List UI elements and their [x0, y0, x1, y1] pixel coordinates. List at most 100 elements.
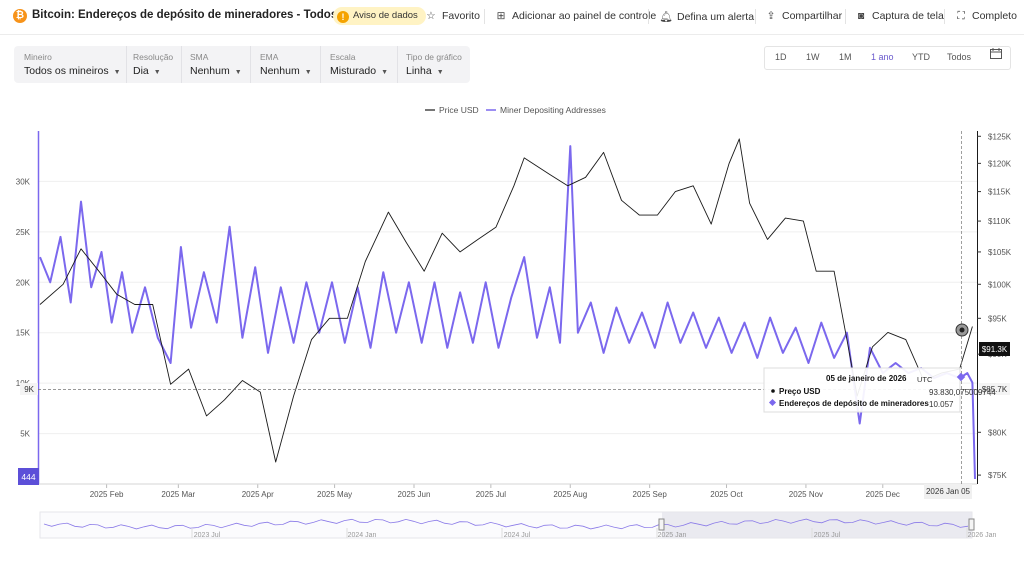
- calendar-icon[interactable]: [990, 48, 1002, 59]
- range-all[interactable]: Todos: [947, 52, 972, 62]
- navigator-label: 2024 Jul: [504, 532, 531, 539]
- range-1m[interactable]: 1M: [839, 52, 852, 62]
- right-current-label: $91.3K: [982, 345, 1008, 354]
- divider: [484, 9, 485, 24]
- navigator[interactable]: 2023 Jul 2024 Jan 2024 Jul 2025 Jan 2025 Jul…: [39, 511, 997, 539]
- right-tick-label: $125K: [988, 132, 1012, 141]
- left-tick-label: 25K: [16, 228, 31, 237]
- right-tick-label: $115K: [988, 188, 1011, 197]
- tooltip-box: [763, 367, 961, 413]
- series-addresses-line: [39, 145, 976, 480]
- star-icon: ☆: [426, 10, 436, 22]
- left-current-badge: [18, 468, 39, 485]
- left-tick-label: 15K: [16, 329, 31, 338]
- warning-icon: !: [337, 11, 349, 23]
- right-current-badge: [979, 342, 1010, 356]
- bell-icon: 🔔︎: [659, 11, 673, 23]
- tooltip-addresses-value: 10.057: [929, 400, 954, 409]
- range-1w[interactable]: 1W: [806, 52, 820, 62]
- navigator-label: 2024 Jan: [348, 532, 377, 539]
- navigator-label: 2023 Jul: [194, 532, 221, 539]
- filter-resolution[interactable]: Resolução Dia ▼: [123, 46, 182, 83]
- fullscreen-label: Completo: [972, 10, 1017, 22]
- right-marker-label: $85.7K: [982, 385, 1008, 394]
- filter-value: Nenhum: [190, 65, 230, 77]
- filter-ema[interactable]: EMA Nenhum ▼: [250, 46, 321, 83]
- chevron-down-icon: ▼: [304, 69, 312, 76]
- x-tick-label: 2025 Jun: [398, 490, 431, 499]
- legend-addresses-label: Miner Depositing Addresses: [500, 105, 606, 115]
- filter-miner[interactable]: Mineiro Todos os mineiros ▼: [14, 46, 127, 83]
- share-button[interactable]: ⇪ Compartilhar: [764, 10, 843, 22]
- bitcoin-icon: ₿: [13, 9, 27, 23]
- x-tick-label: 2025 Jul: [476, 490, 506, 499]
- filter-sma[interactable]: SMA Nenhum ▼: [180, 46, 251, 83]
- divider: [944, 9, 945, 24]
- navigator-series: [43, 518, 969, 530]
- screenshot-label: Captura de tela: [872, 10, 944, 22]
- add-dashboard-label: Adicionar ao painel de controle: [512, 10, 657, 22]
- add-dashboard-button[interactable]: ⊞ Adicionar ao painel de controle: [494, 10, 657, 22]
- right-tick-label: $120K: [988, 159, 1012, 168]
- alert-button[interactable]: 🔔︎ Defina um alerta: [659, 10, 754, 23]
- filter-label: SMA: [190, 52, 209, 62]
- tooltip-price-label: Preço USD: [779, 387, 821, 396]
- filter-value: Linha: [406, 65, 432, 77]
- camera-icon: ◙: [857, 10, 865, 22]
- x-tick-label: 2025 Feb: [90, 490, 124, 499]
- filter-label: EMA: [260, 52, 279, 62]
- left-tick-label: 30K: [16, 177, 31, 186]
- range-ytd[interactable]: YTD: [912, 52, 930, 62]
- x-tick-label: 2025 Aug: [553, 490, 587, 499]
- tooltip-tz: UTC: [917, 375, 933, 384]
- chart-legend: Price USD Miner Depositing Addresses: [425, 105, 606, 115]
- screenshot-button[interactable]: ◙ Captura de tela: [854, 10, 944, 22]
- warning-label: Aviso de dados: [353, 10, 418, 21]
- filter-value: Misturado: [330, 65, 377, 77]
- tooltip-addresses-label: Endereços de depósito de mineradores: [779, 399, 929, 408]
- range-selector: 1D 1W 1M 1 ano YTD Todos: [764, 46, 1011, 70]
- addresses-hover-point: [956, 372, 966, 382]
- x-tick-label: 2025 Mar: [161, 490, 195, 499]
- fullscreen-icon: ⛶: [957, 10, 965, 22]
- chart-header: ₿ Bitcoin: Endereços de depósito de mine…: [0, 0, 1024, 35]
- share-icon: ⇪: [766, 10, 776, 22]
- range-1y[interactable]: 1 ano: [871, 52, 894, 62]
- tooltip-date: 05 de janeiro de 2026: [826, 374, 907, 383]
- data-warning-badge[interactable]: ! Aviso de dados: [333, 7, 426, 25]
- navigator-label: 2025 Jul: [814, 532, 841, 539]
- right-tick-label: $100K: [988, 280, 1012, 289]
- crosshair-date-box: [924, 484, 972, 499]
- navigator-left-handle[interactable]: [658, 518, 665, 531]
- filter-label: Tipo de gráfico: [406, 52, 462, 62]
- right-tick-label: $95K: [988, 314, 1007, 323]
- share-label: Compartilhar: [782, 10, 843, 22]
- x-tick-label: 2025 Sep: [633, 490, 668, 499]
- filter-scale[interactable]: Escala Misturado ▼: [320, 46, 398, 83]
- x-tick-label: 2025 Apr: [242, 490, 274, 499]
- fullscreen-button[interactable]: ⛶ Completo: [954, 10, 1017, 23]
- filter-label: Resolução: [133, 52, 174, 62]
- favorite-button[interactable]: ☆ Favorito: [424, 10, 480, 22]
- filter-bar: Mineiro Todos os mineiros ▼ Resolução Dia…: [14, 46, 470, 83]
- right-tick-label: $80K: [988, 428, 1007, 437]
- dashboard-add-icon: ⊞: [496, 10, 506, 22]
- chevron-down-icon: ▼: [436, 69, 444, 76]
- left-tick-label: 20K: [16, 278, 31, 287]
- favorite-label: Favorito: [442, 10, 480, 22]
- range-1d[interactable]: 1D: [775, 52, 787, 62]
- alert-label: Defina um alerta: [677, 11, 755, 23]
- navigator-label: 2025 Jan: [658, 532, 687, 539]
- tooltip-price-value: 93.830,075009744: [929, 388, 996, 397]
- tooltip: 05 de janeiro de 2026 UTC Preço USD 93.8…: [763, 367, 996, 413]
- chevron-down-icon: ▼: [113, 69, 121, 76]
- chevron-down-icon: ▼: [234, 69, 242, 76]
- navigator-right-handle[interactable]: [968, 518, 975, 531]
- right-tick-label: $105K: [988, 248, 1012, 257]
- left-current-label: 444: [21, 472, 35, 482]
- navigator-window[interactable]: [662, 512, 972, 538]
- filter-chart-type[interactable]: Tipo de gráfico Linha ▼: [396, 46, 470, 83]
- filter-value: Nenhum: [260, 65, 300, 77]
- right-tick-label: $110K: [988, 217, 1011, 226]
